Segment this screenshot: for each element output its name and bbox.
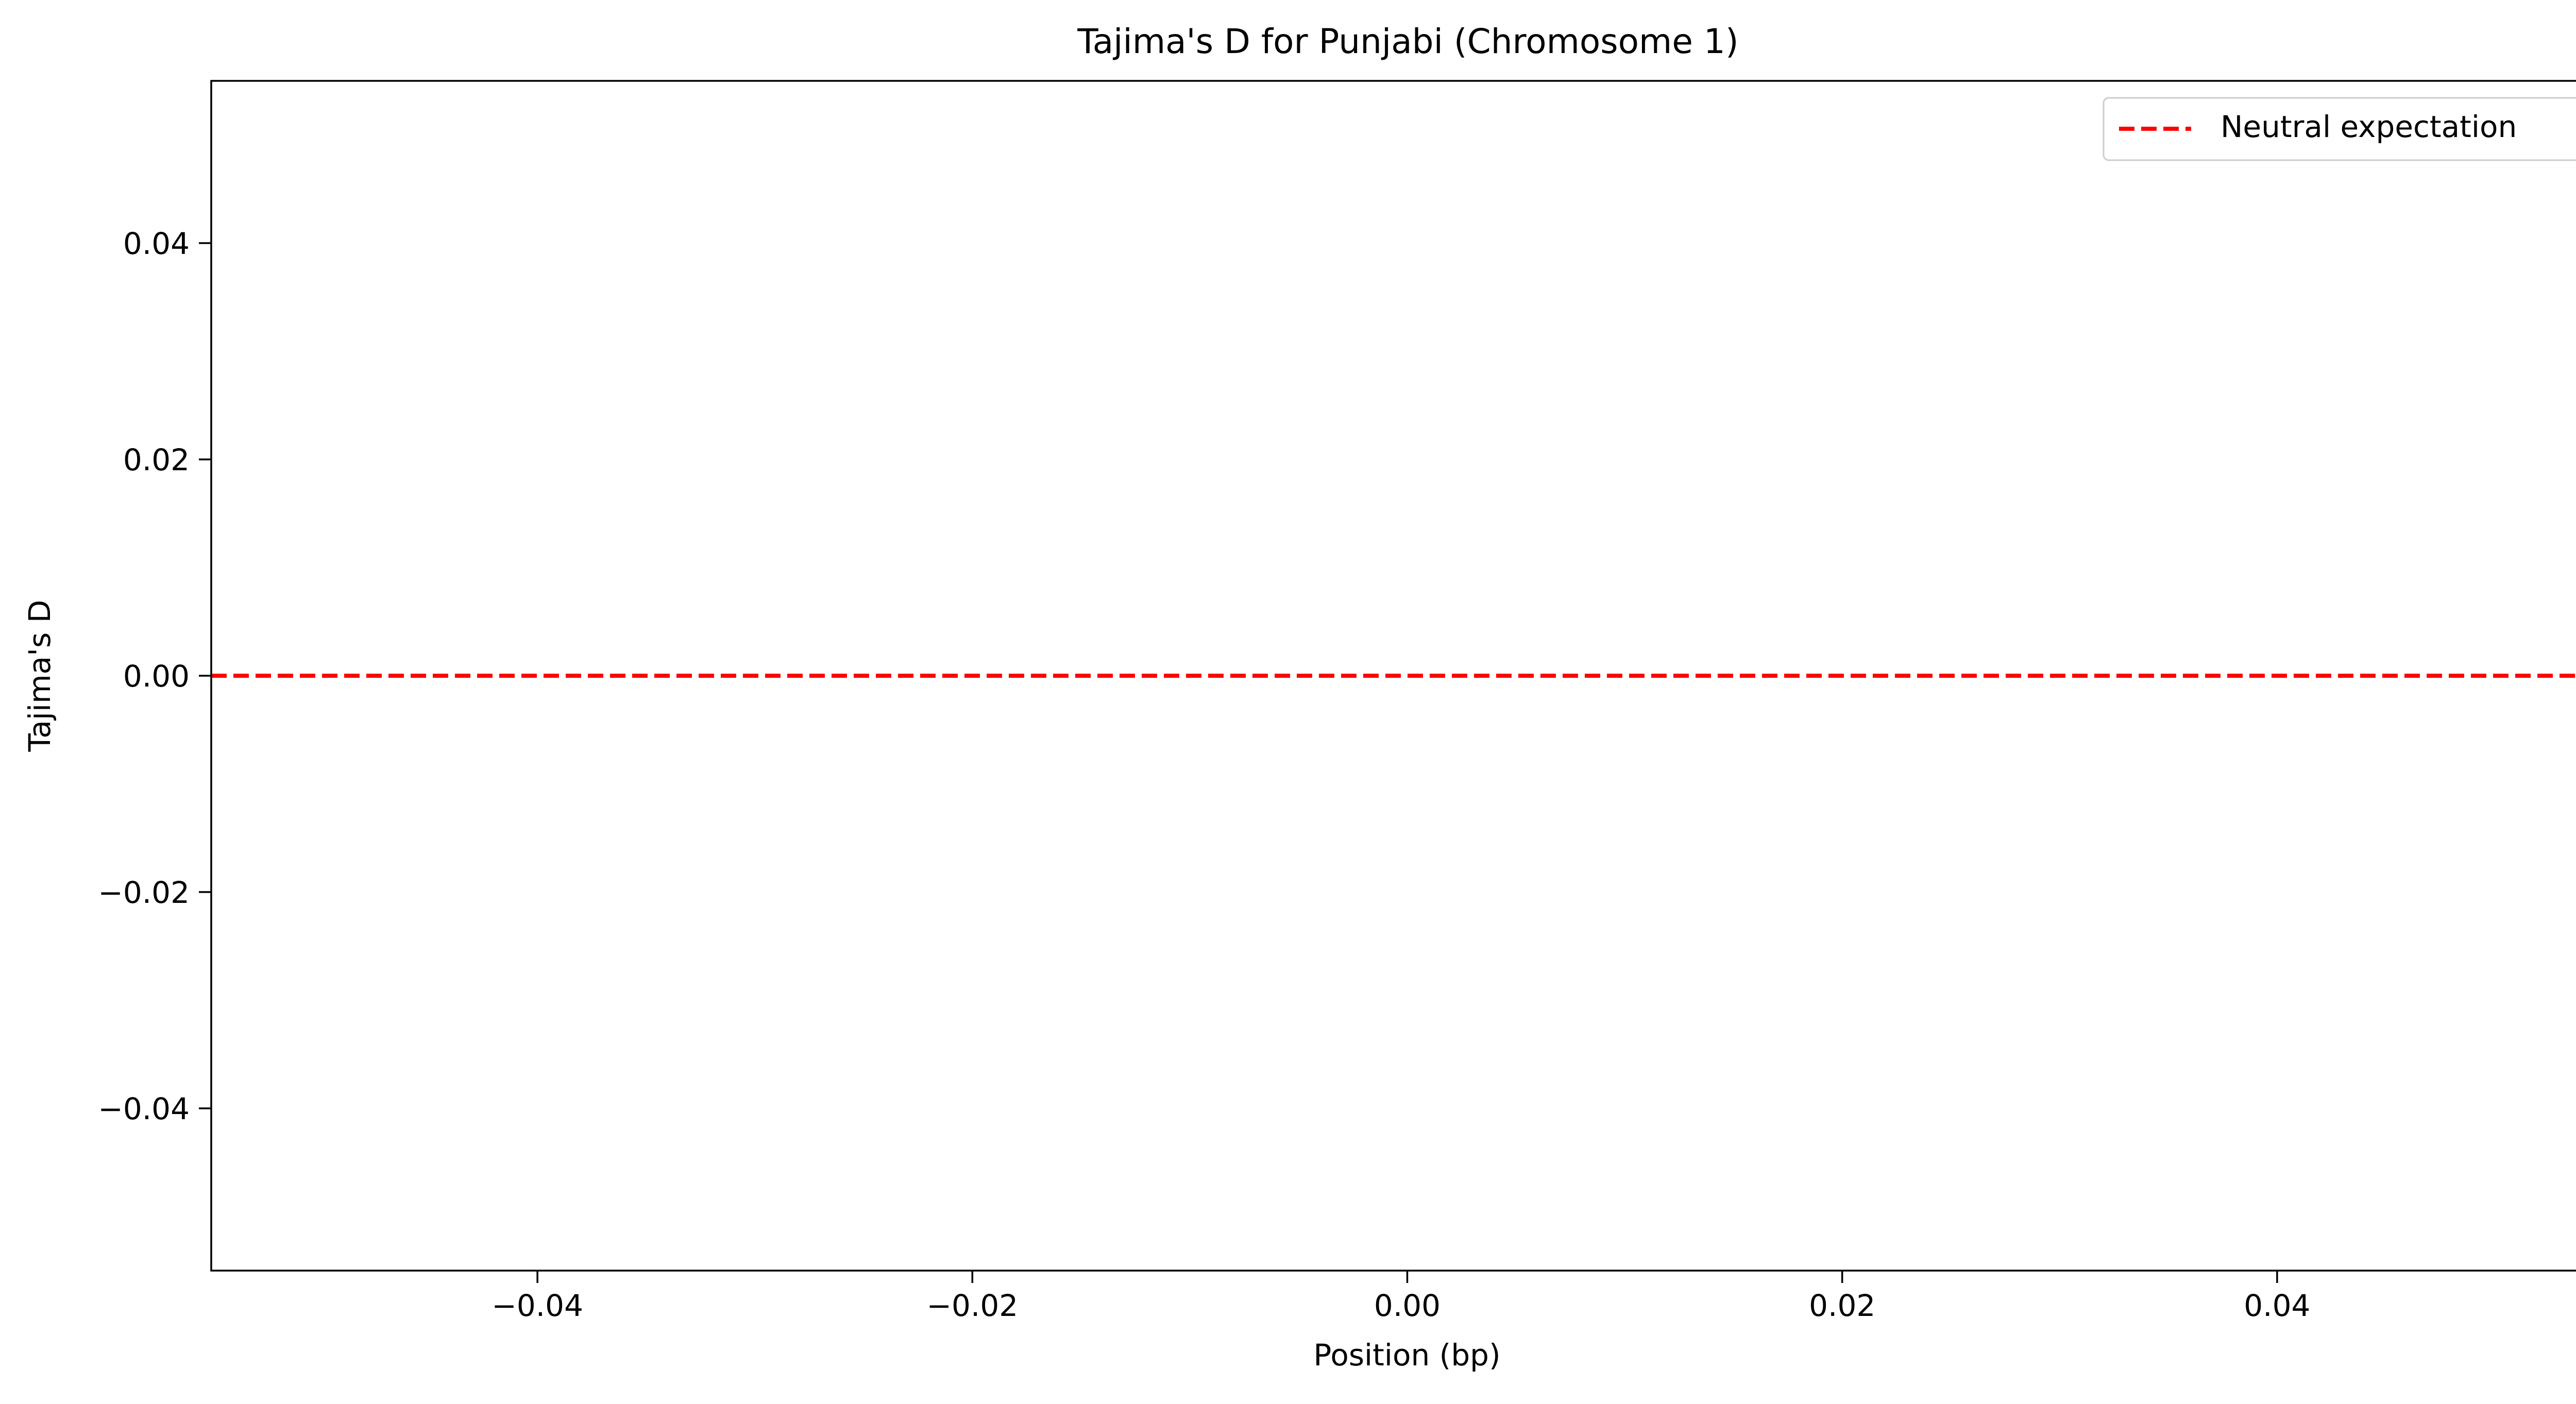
x-tick-label: −0.04 xyxy=(492,1288,583,1323)
y-tick-label: 0.04 xyxy=(123,226,190,261)
x-tick-label: 0.04 xyxy=(2244,1288,2310,1323)
y-axis-label: Tajima's D xyxy=(22,600,57,752)
legend-frame xyxy=(2103,97,2576,161)
x-tick-label: 0.02 xyxy=(1809,1288,1875,1323)
plot-area xyxy=(210,80,2576,1272)
legend-label-neutral-expectation: Neutral expectation xyxy=(2221,109,2517,144)
x-axis-label: Position (bp) xyxy=(1313,1338,1500,1373)
x-tick-label: 0.00 xyxy=(1374,1288,1440,1323)
y-tick-label: 0.02 xyxy=(123,442,190,477)
x-tick-label: −0.02 xyxy=(926,1288,1018,1323)
y-tick-label: 0.00 xyxy=(123,659,190,694)
chart-title: Tajima's D for Punjabi (Chromosome 1) xyxy=(1077,22,1738,61)
y-tick-label: −0.04 xyxy=(98,1091,190,1126)
x-axis: −0.04 −0.02 0.00 0.02 0.04 xyxy=(492,1271,2310,1323)
y-axis: 0.04 0.02 0.00 −0.02 −0.04 xyxy=(98,226,211,1126)
legend: Neutral expectation xyxy=(2103,97,2576,161)
y-tick-label: −0.02 xyxy=(98,875,190,910)
